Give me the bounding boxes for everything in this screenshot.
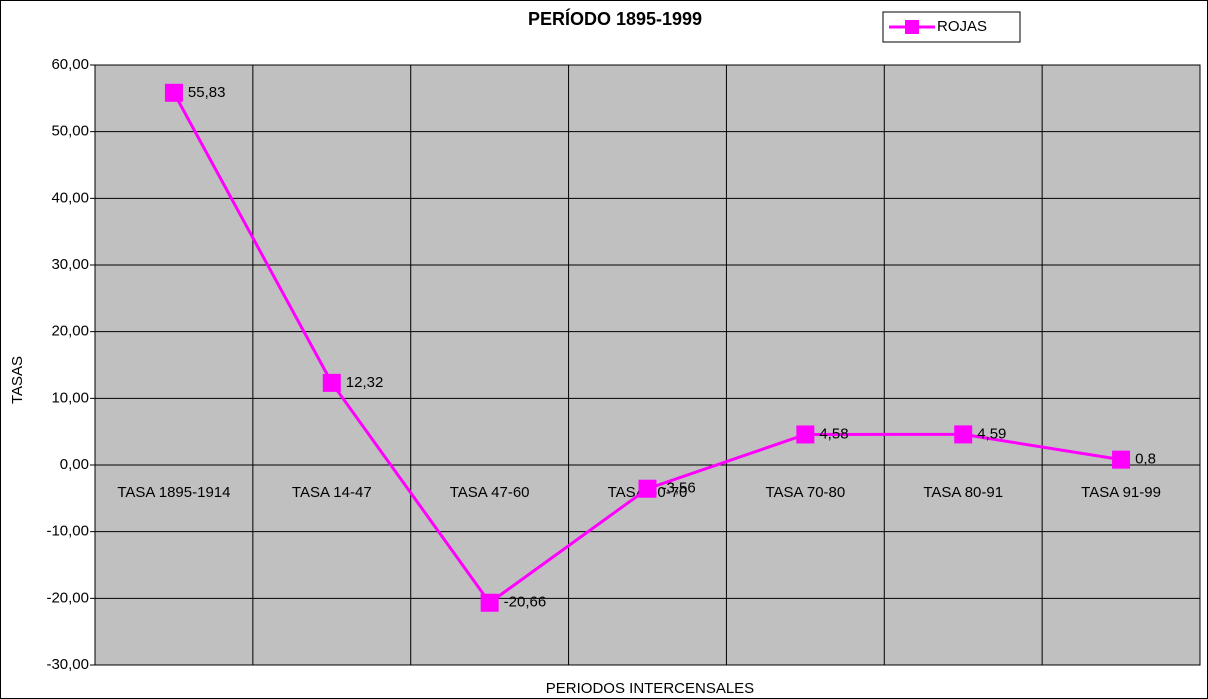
- y-tick-label: 50,00: [51, 123, 89, 140]
- marker: [164, 83, 183, 102]
- y-tick-label: 0,00: [60, 456, 89, 473]
- marker: [322, 373, 341, 392]
- marker: [954, 425, 973, 444]
- y-tick-label: -10,00: [46, 523, 89, 540]
- y-tick-label: 40,00: [51, 189, 89, 206]
- data-label: -20,66: [504, 594, 547, 611]
- x-tick-label: TASA 70-80: [765, 484, 845, 501]
- data-label: 12,32: [346, 374, 384, 391]
- y-axis-title: TASAS: [9, 356, 26, 404]
- data-label: 4,58: [819, 425, 848, 442]
- data-label: 4,59: [977, 425, 1006, 442]
- x-tick-label: TASA 47-60: [450, 484, 530, 501]
- marker: [1112, 450, 1131, 469]
- marker: [638, 479, 657, 498]
- y-tick-label: 20,00: [51, 323, 89, 340]
- x-tick-label: TASA 14-47: [292, 484, 372, 501]
- x-tick-label: TASA 80-91: [923, 484, 1003, 501]
- plot-background: [94, 64, 1201, 666]
- y-tick-label: -30,00: [46, 656, 89, 673]
- marker: [796, 425, 815, 444]
- y-tick-label: 60,00: [51, 56, 89, 73]
- data-label: 55,83: [188, 84, 226, 101]
- x-axis-title: PERIODOS INTERCENSALES: [546, 680, 754, 697]
- data-label: 0,8: [1135, 451, 1156, 468]
- y-tick-label: 30,00: [51, 256, 89, 273]
- legend-marker: [905, 20, 919, 34]
- chart-title: PERÍODO 1895-1999: [528, 8, 702, 29]
- x-tick-label: TASA 91-99: [1081, 484, 1161, 501]
- data-label: -3,56: [662, 480, 696, 497]
- x-tick-label: TASA 1895-1914: [117, 484, 230, 501]
- legend-label: ROJAS: [937, 18, 987, 35]
- y-tick-label: -20,00: [46, 589, 89, 606]
- marker: [480, 593, 499, 612]
- y-tick-label: 10,00: [51, 389, 89, 406]
